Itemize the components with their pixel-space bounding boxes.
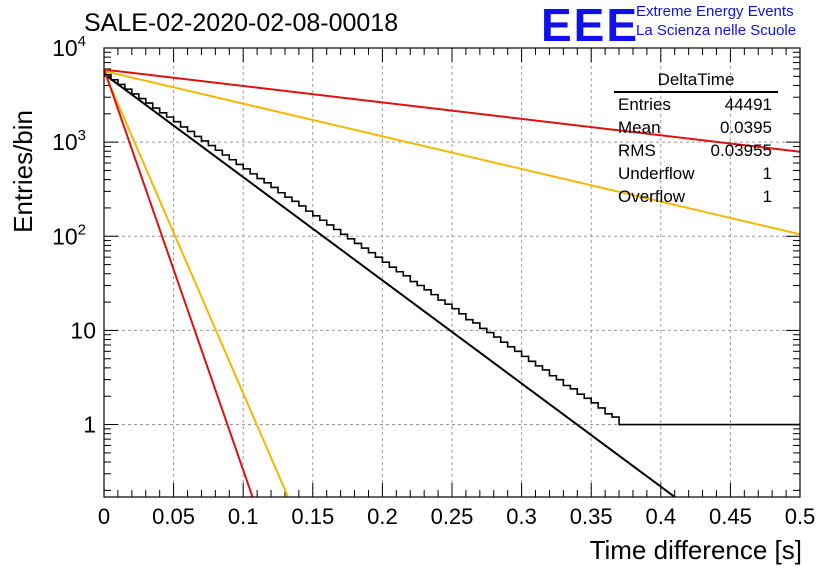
fit-curve xyxy=(104,73,677,497)
stats-key: Mean xyxy=(618,118,661,137)
x-tick-label: 0.05 xyxy=(152,504,195,529)
y-tick-label: 1 xyxy=(83,412,96,438)
stats-row-mean: Mean 0.0395 xyxy=(614,116,778,139)
x-tick-label: 0.45 xyxy=(709,504,752,529)
stats-row-overflow: Overflow 1 xyxy=(614,185,778,208)
stats-key: Entries xyxy=(618,95,671,114)
stats-key: Underflow xyxy=(618,164,695,183)
stats-value: 0.03955 xyxy=(710,141,772,160)
y-axis-label: Entries/bin xyxy=(8,110,38,233)
stats-key: Overflow xyxy=(618,187,686,206)
logo-line-2: La Scienza nelle Scuole xyxy=(636,22,797,39)
y-tick-label: 102 xyxy=(52,221,86,249)
x-tick-label: 0.5 xyxy=(785,504,816,529)
stats-value: 44491 xyxy=(724,95,772,114)
stats-row-entries: Entries 44491 xyxy=(614,93,778,116)
x-tick-label: 0.25 xyxy=(431,504,474,529)
histogram xyxy=(104,73,800,426)
fit-curve xyxy=(104,68,800,153)
plot-frame xyxy=(103,47,801,498)
fit-curve xyxy=(104,68,254,497)
x-tick-label: 0.15 xyxy=(291,504,334,529)
stats-title: DeltaTime xyxy=(614,70,778,93)
x-axis-label: Time difference [s] xyxy=(589,535,802,565)
stats-row-rms: RMS 0.03955 xyxy=(614,139,778,162)
stats-key: RMS xyxy=(618,141,656,160)
stats-value: 0.0395 xyxy=(720,118,772,137)
stats-value: 1 xyxy=(762,187,772,206)
stats-value: 1 xyxy=(762,164,772,183)
y-tick-label: 104 xyxy=(52,33,86,61)
y-tick-label: 103 xyxy=(52,127,86,155)
stats-row-underflow: Underflow 1 xyxy=(614,162,778,185)
chart-title: SALE-02-2020-02-08-00018 xyxy=(84,9,399,37)
fit-curve xyxy=(104,70,800,236)
x-tick-label: 0 xyxy=(98,504,110,529)
stats-box: DeltaTime Entries 44491 Mean 0.0395 RMS … xyxy=(614,70,778,208)
x-tick-label: 0.2 xyxy=(367,504,398,529)
logo-line-1: Extreme Energy Events xyxy=(636,3,794,20)
y-tick-label: 10 xyxy=(70,317,96,343)
x-tick-label: 0.4 xyxy=(646,504,677,529)
eee-logo: EEE xyxy=(541,0,640,51)
fit-curve xyxy=(104,71,290,497)
x-tick-label: 0.3 xyxy=(506,504,537,529)
x-tick-label: 0.35 xyxy=(570,504,613,529)
x-tick-label: 0.1 xyxy=(228,504,259,529)
